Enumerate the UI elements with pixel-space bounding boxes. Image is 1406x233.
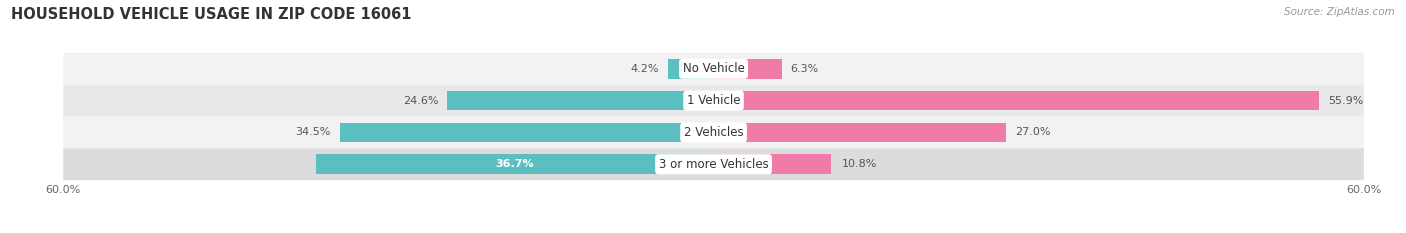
- Text: No Vehicle: No Vehicle: [682, 62, 745, 75]
- FancyBboxPatch shape: [63, 116, 1364, 148]
- FancyBboxPatch shape: [63, 85, 1364, 116]
- Text: 10.8%: 10.8%: [841, 159, 877, 169]
- Text: 2 Vehicles: 2 Vehicles: [683, 126, 744, 139]
- Text: 1 Vehicle: 1 Vehicle: [686, 94, 741, 107]
- FancyBboxPatch shape: [63, 53, 1364, 85]
- Bar: [713, 59, 782, 79]
- Text: 27.0%: 27.0%: [1015, 127, 1050, 137]
- Bar: [447, 91, 713, 110]
- Text: 36.7%: 36.7%: [495, 159, 534, 169]
- Bar: [316, 154, 713, 174]
- Text: 55.9%: 55.9%: [1329, 96, 1364, 106]
- Text: 3 or more Vehicles: 3 or more Vehicles: [658, 158, 769, 171]
- Bar: [668, 59, 713, 79]
- Bar: [340, 123, 713, 142]
- Text: 34.5%: 34.5%: [295, 127, 330, 137]
- Text: HOUSEHOLD VEHICLE USAGE IN ZIP CODE 16061: HOUSEHOLD VEHICLE USAGE IN ZIP CODE 1606…: [11, 7, 412, 22]
- Text: 6.3%: 6.3%: [790, 64, 818, 74]
- Text: Source: ZipAtlas.com: Source: ZipAtlas.com: [1284, 7, 1395, 17]
- FancyBboxPatch shape: [63, 148, 1364, 180]
- Text: 4.2%: 4.2%: [631, 64, 659, 74]
- Bar: [713, 154, 831, 174]
- Bar: [713, 123, 1007, 142]
- Bar: [713, 91, 1319, 110]
- Text: 24.6%: 24.6%: [402, 96, 439, 106]
